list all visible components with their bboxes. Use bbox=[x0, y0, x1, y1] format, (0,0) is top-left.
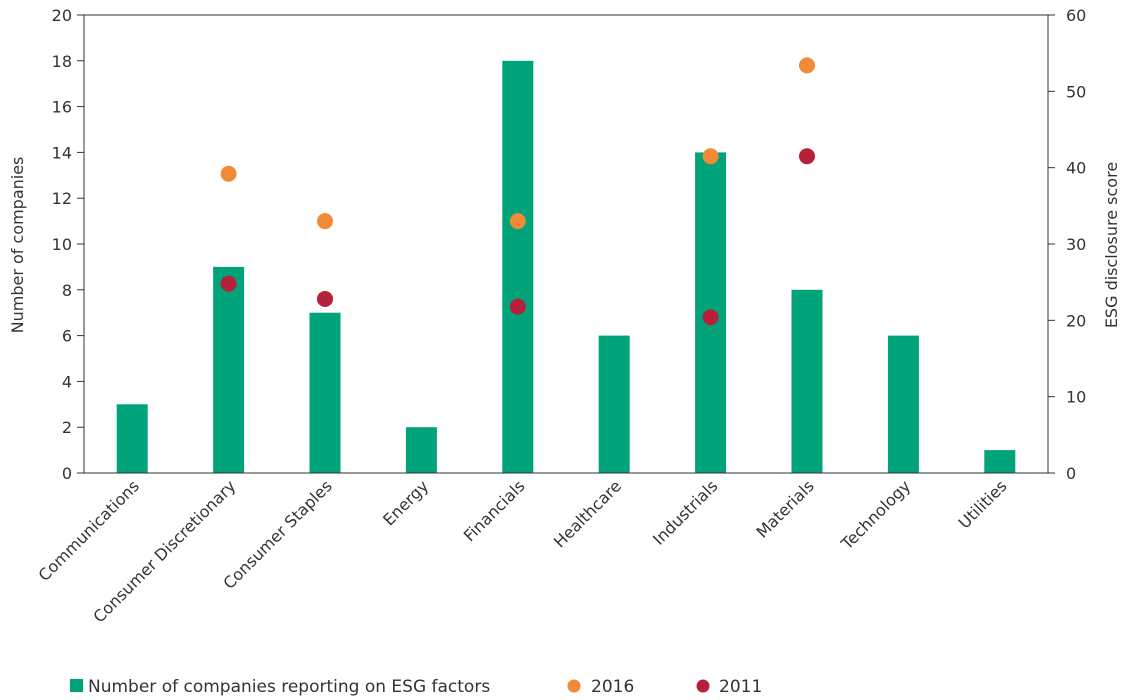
bar-series bbox=[116, 60, 1016, 474]
point-series bbox=[220, 57, 815, 326]
y-tick-label: 18 bbox=[52, 52, 72, 71]
x-tick-label-utilities: Utilities bbox=[955, 476, 1011, 532]
y-tick-label: 6 bbox=[62, 327, 72, 346]
legend-bar-swatch bbox=[70, 679, 83, 692]
legend-2011-swatch bbox=[696, 679, 710, 693]
y2-tick-label: 40 bbox=[1066, 159, 1086, 178]
y-tick-label: 2 bbox=[62, 418, 72, 437]
y-tick-label: 8 bbox=[62, 281, 72, 300]
bar-utilities bbox=[984, 450, 1016, 473]
point-2016-financials bbox=[509, 213, 526, 230]
legend-2016-swatch bbox=[567, 679, 581, 693]
point-2011-materials bbox=[799, 148, 815, 165]
axes bbox=[83, 14, 1049, 474]
y-tick-label: 0 bbox=[62, 464, 72, 483]
point-2011-consumer-staples bbox=[317, 290, 333, 307]
bar-technology bbox=[887, 335, 919, 473]
x-tick-label-financials: Financials bbox=[460, 476, 529, 545]
y-axis-title: Number of companies bbox=[8, 157, 27, 334]
bar-consumer-discretionary bbox=[213, 266, 245, 473]
y-tick-label: 10 bbox=[52, 235, 72, 254]
y2-tick-label: 10 bbox=[1066, 388, 1086, 407]
y-tick-label: 12 bbox=[52, 189, 72, 208]
point-2016-materials bbox=[799, 57, 815, 74]
y2-tick-label: 0 bbox=[1066, 464, 1076, 483]
y-tick-label: 16 bbox=[52, 98, 72, 117]
legend: Number of companies reporting on ESG fac… bbox=[70, 677, 762, 697]
point-2011-consumer-discretionary bbox=[220, 275, 237, 292]
y2-tick-label: 50 bbox=[1066, 82, 1086, 101]
point-2016-consumer-discretionary bbox=[220, 165, 237, 182]
x-tick-label-healthcare: Healthcare bbox=[550, 476, 625, 551]
bar-communications bbox=[116, 404, 148, 473]
legend-2011-label: 2011 bbox=[719, 677, 762, 697]
y2-axis-title: ESG disclosure score bbox=[1102, 162, 1121, 328]
y-tick-label: 4 bbox=[62, 372, 72, 391]
legend-2016-label: 2016 bbox=[591, 677, 634, 697]
bar-healthcare bbox=[598, 335, 630, 473]
x-tick-label-materials: Materials bbox=[753, 476, 818, 541]
y2-axis-ticks: 0 10 20 30 40 50 60 bbox=[1048, 6, 1086, 483]
y-tick-label: 14 bbox=[52, 143, 72, 162]
x-tick-label-technology: Technology bbox=[837, 476, 915, 554]
y2-tick-label: 20 bbox=[1066, 311, 1086, 330]
bar-financials bbox=[502, 60, 534, 474]
point-2011-industrials bbox=[702, 309, 719, 326]
bar-consumer-staples bbox=[309, 312, 341, 473]
bar-materials bbox=[791, 289, 823, 473]
x-tick-label-industrials: Industrials bbox=[649, 476, 721, 548]
legend-bar-label: Number of companies reporting on ESG fac… bbox=[88, 677, 490, 697]
bar-energy bbox=[405, 427, 437, 473]
point-2011-financials bbox=[509, 298, 526, 315]
x-tick-label-energy: Energy bbox=[379, 476, 432, 529]
point-2016-consumer-staples bbox=[317, 213, 333, 230]
y2-tick-label: 60 bbox=[1066, 6, 1086, 25]
y-tick-label: 20 bbox=[52, 6, 72, 25]
x-tick-label-communications: Communications bbox=[35, 476, 144, 585]
y2-tick-label: 30 bbox=[1066, 235, 1086, 254]
x-tick-label-consumer-staples: Consumer Staples bbox=[219, 476, 335, 592]
point-2016-industrials bbox=[702, 148, 719, 165]
y-axis-ticks: 0 2 4 6 8 10 12 14 16 18 20 bbox=[52, 6, 84, 483]
